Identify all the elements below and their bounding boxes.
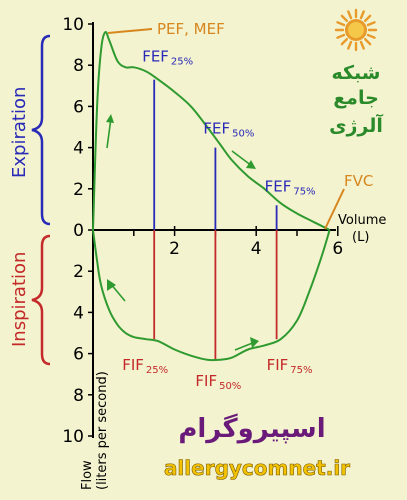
inspiration-brace: [31, 234, 51, 366]
expiration-brace: [31, 34, 51, 226]
y-tick-label: 6: [73, 345, 84, 365]
x-tick-label: 2: [169, 239, 180, 259]
axis-ticks: [88, 23, 339, 437]
x-tick-label: 4: [251, 239, 262, 259]
inspiration-curve: [92, 229, 331, 362]
y-tick-label: 0: [73, 221, 84, 241]
y-tick-label: 4: [73, 139, 84, 159]
marker-label-fef-50: FEF 50%: [203, 120, 254, 140]
arrow-down-right-icon: [231, 150, 253, 167]
y-tick-label: 4: [73, 303, 84, 323]
marker-label-fef-75: FEF 75%: [265, 177, 316, 197]
marker-lines: [153, 79, 278, 360]
arrow-down-right-icon-head: [246, 160, 256, 169]
brand-line-2: جامع: [333, 87, 379, 109]
brand-line-1: شبکه: [331, 62, 380, 84]
pef-label: PEF, MEF: [157, 20, 225, 38]
marker-label-fif-25: FIF 25%: [122, 356, 168, 376]
sun-logo-icon: [334, 8, 378, 52]
y-axis-label: Flow(liters per second): [80, 371, 110, 490]
y-tick-label: 8: [73, 56, 84, 76]
fvc-pointer: [324, 188, 345, 230]
y-tick-label: 2: [73, 180, 84, 200]
expiration-curve: [92, 30, 331, 231]
y-tick-label: 2: [73, 262, 84, 282]
x-tick-label: 6: [332, 239, 343, 259]
marker-label-fef-25: FEF 25%: [142, 48, 193, 68]
y-tick-label: 10: [62, 15, 84, 35]
y-tick-label: 6: [73, 97, 84, 117]
website-url: allergycomnet.ir: [164, 456, 350, 480]
arrow-up-icon: [106, 117, 112, 149]
marker-label-fif-50: FIF 50%: [195, 372, 241, 392]
y-tick-label: 10: [62, 427, 84, 447]
pef-pointer: [107, 28, 153, 34]
expiration-label: Expiration: [9, 87, 30, 178]
marker-labels: FEF 25% FEF 50% FEF 75% FIF 25% FIF 50% FIF 75%: [122, 48, 315, 392]
y-tick-label: 8: [73, 386, 84, 406]
brand-line-3: آلرژی: [329, 113, 383, 137]
spirogram-title-fa: اسپیروگرام: [178, 413, 325, 444]
arrow-up-icon-head: [106, 114, 114, 123]
axis-tick-labels: 10 8 6 4 2 0 2 4 6 8 10 2 4 6: [62, 15, 343, 447]
marker-label-fif-75: FIF 75%: [267, 356, 313, 376]
arrow-left-up-icon-head: [107, 279, 116, 291]
inspiration-label: Inspiration: [9, 252, 30, 347]
arrow-right-icon-head: [250, 337, 259, 348]
fvc-label: FVC: [344, 172, 373, 190]
x-axis-label: Volume (L): [338, 213, 386, 245]
